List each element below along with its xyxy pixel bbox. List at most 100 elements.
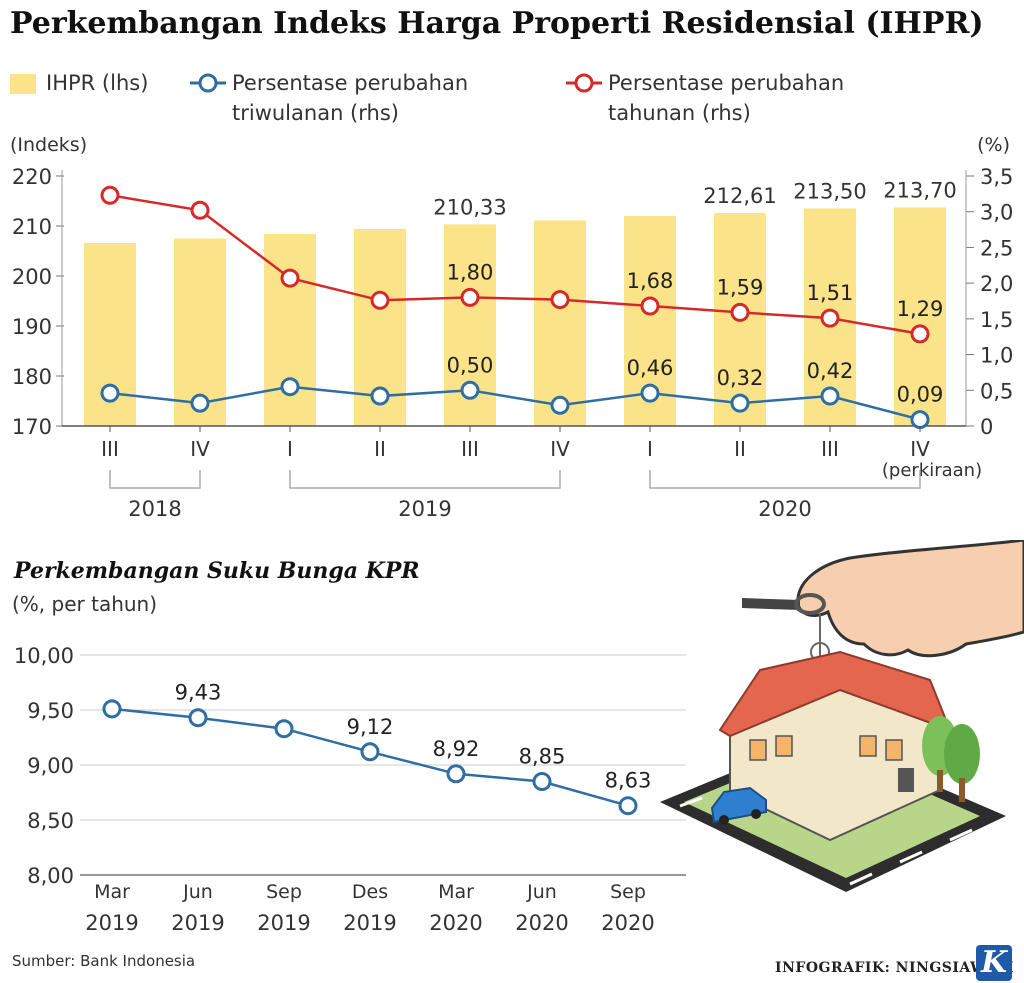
yoy-point <box>280 268 300 288</box>
right-tick-label: 2,5 <box>980 236 1013 260</box>
yoy-point-label: 1,29 <box>897 297 944 321</box>
ihpr-bar-label: 213,50 <box>793 180 866 204</box>
kpr-y-tick-label: 8,00 <box>27 864 74 888</box>
qoq-point <box>640 383 660 403</box>
house-key-illustration <box>660 540 1024 892</box>
qoq-point <box>280 377 300 397</box>
kpr-point-label: 9,43 <box>175 681 222 705</box>
kpr-x-tick-month: Jun <box>526 881 557 903</box>
year-label: 2018 <box>128 497 181 521</box>
x-tick-label: IV <box>910 437 930 461</box>
legend-label-yoy-line2: tahunan (rhs) <box>608 101 751 125</box>
qoq-point-label: 0,50 <box>447 353 494 377</box>
yoy-point-label: 1,59 <box>717 275 764 299</box>
kpr-point-label: 8,63 <box>605 769 652 793</box>
x-tick-label: II <box>374 437 386 461</box>
kpr-x-tick-month: Sep <box>610 881 646 903</box>
right-tick-label: 0,5 <box>980 379 1013 403</box>
kpr-chart: 10,00 9,50 9,00 8,50 8,00 9,43 9,12 8,92 8,85 8,6… <box>14 644 686 935</box>
kpr-point-label: 9,12 <box>347 715 394 739</box>
x-tick-label: III <box>821 437 839 461</box>
ihpr-bar-label: 213,70 <box>883 179 956 203</box>
year-bracket <box>649 470 921 489</box>
right-tick-label: 2,0 <box>980 272 1013 296</box>
legend-item-ihpr: IHPR (lhs) <box>46 68 148 98</box>
left-tick-label: 200 <box>12 265 52 289</box>
legend-label-qoq-line1: Persentase perubahan <box>232 71 469 95</box>
legend-swatch-ihpr <box>10 74 36 94</box>
chart-title: Perkembangan Indeks Harga Properti Resid… <box>10 6 984 41</box>
x-tick-label: IV <box>190 437 210 461</box>
x-tick-label: III <box>461 437 479 461</box>
x-tick-label: IV <box>550 437 570 461</box>
legend-label-ihpr: IHPR (lhs) <box>46 71 149 95</box>
left-tick-label: 220 <box>12 165 52 189</box>
kpr-x-tick-month: Mar <box>438 881 474 903</box>
legend-marker-qoq <box>190 73 226 93</box>
kpr-chart-unit: (%, per tahun) <box>12 592 158 616</box>
kpr-x-tick-year: 2020 <box>429 911 482 935</box>
qoq-point <box>460 380 480 400</box>
left-tick-label: 190 <box>12 315 52 339</box>
ihpr-bar <box>894 207 946 426</box>
yoy-point <box>910 324 930 344</box>
kpr-point <box>274 719 294 739</box>
right-tick-label: 1,0 <box>980 344 1013 368</box>
forecast-note: (perkiraan) <box>882 460 982 481</box>
qoq-point <box>100 383 120 403</box>
legend-item-qoq: Persentase perubahan triwulanan (rhs) <box>232 68 468 128</box>
yoy-point <box>730 302 750 322</box>
kpr-point <box>532 772 552 791</box>
source-note: Sumber: Bank Indonesia <box>12 952 196 970</box>
yoy-point <box>550 290 570 310</box>
kpr-x-tick-month: Jun <box>182 881 213 903</box>
kpr-point-label: 8,92 <box>433 737 480 761</box>
kpr-point <box>188 708 208 728</box>
year-bracket <box>289 470 561 489</box>
qoq-point <box>910 410 930 430</box>
yoy-point <box>100 185 120 205</box>
kpr-x-tick-month: Mar <box>94 881 130 903</box>
kpr-chart-title: Perkembangan Suku Bunga KPR <box>14 558 420 584</box>
legend-marker-yoy <box>566 73 602 93</box>
right-axis-label: (%) <box>977 134 1010 156</box>
x-tick-label: I <box>647 437 653 461</box>
qoq-point <box>550 395 570 415</box>
qoq-point <box>370 386 390 406</box>
kpr-x-tick-year: 2020 <box>515 911 568 935</box>
yoy-point <box>820 308 840 328</box>
x-tick-label: III <box>101 437 119 461</box>
qoq-point-label: 0,42 <box>807 359 854 383</box>
qoq-point <box>190 393 210 413</box>
kpr-y-tick-label: 8,50 <box>27 809 74 833</box>
right-tick-label: 3,5 <box>980 165 1013 189</box>
yoy-point <box>190 200 210 220</box>
ihpr-chart: (Indeks) (%) 220 210 200 190 180 170 3,5 3,0 2,5 2,… <box>10 134 1013 521</box>
right-tick-label: 1,5 <box>980 308 1013 332</box>
qoq-line <box>109 385 921 421</box>
legend-item-yoy: Persentase perubahan tahunan (rhs) <box>608 68 844 128</box>
yoy-point-label: 1,68 <box>627 269 674 293</box>
ihpr-bar <box>534 220 586 426</box>
x-tick-label: II <box>734 437 746 461</box>
kpr-x-tick-month: Sep <box>266 881 302 903</box>
left-axis-label: (Indeks) <box>10 134 87 156</box>
qoq-point <box>820 386 840 406</box>
kpr-point <box>446 764 466 784</box>
kpr-x-tick-month: Des <box>352 881 388 903</box>
kpr-x-tick-year: 2019 <box>85 911 138 935</box>
left-tick-label: 180 <box>12 365 52 389</box>
left-tick-label: 210 <box>12 215 52 239</box>
year-bracket <box>109 470 201 489</box>
ihpr-bar-label: 210,33 <box>433 195 506 219</box>
kpr-point <box>102 699 122 719</box>
year-label: 2020 <box>758 497 811 521</box>
kpr-point-label: 8,85 <box>519 745 566 769</box>
legend-label-yoy-line1: Persentase perubahan <box>608 71 845 95</box>
hand-icon <box>796 540 1024 658</box>
right-tick-label: 3,0 <box>980 201 1013 225</box>
ihpr-bar-label: 212,61 <box>703 184 776 208</box>
kpr-y-tick-label: 9,50 <box>27 699 74 723</box>
kpr-point <box>618 796 638 816</box>
kpr-x-tick-year: 2019 <box>257 911 310 935</box>
